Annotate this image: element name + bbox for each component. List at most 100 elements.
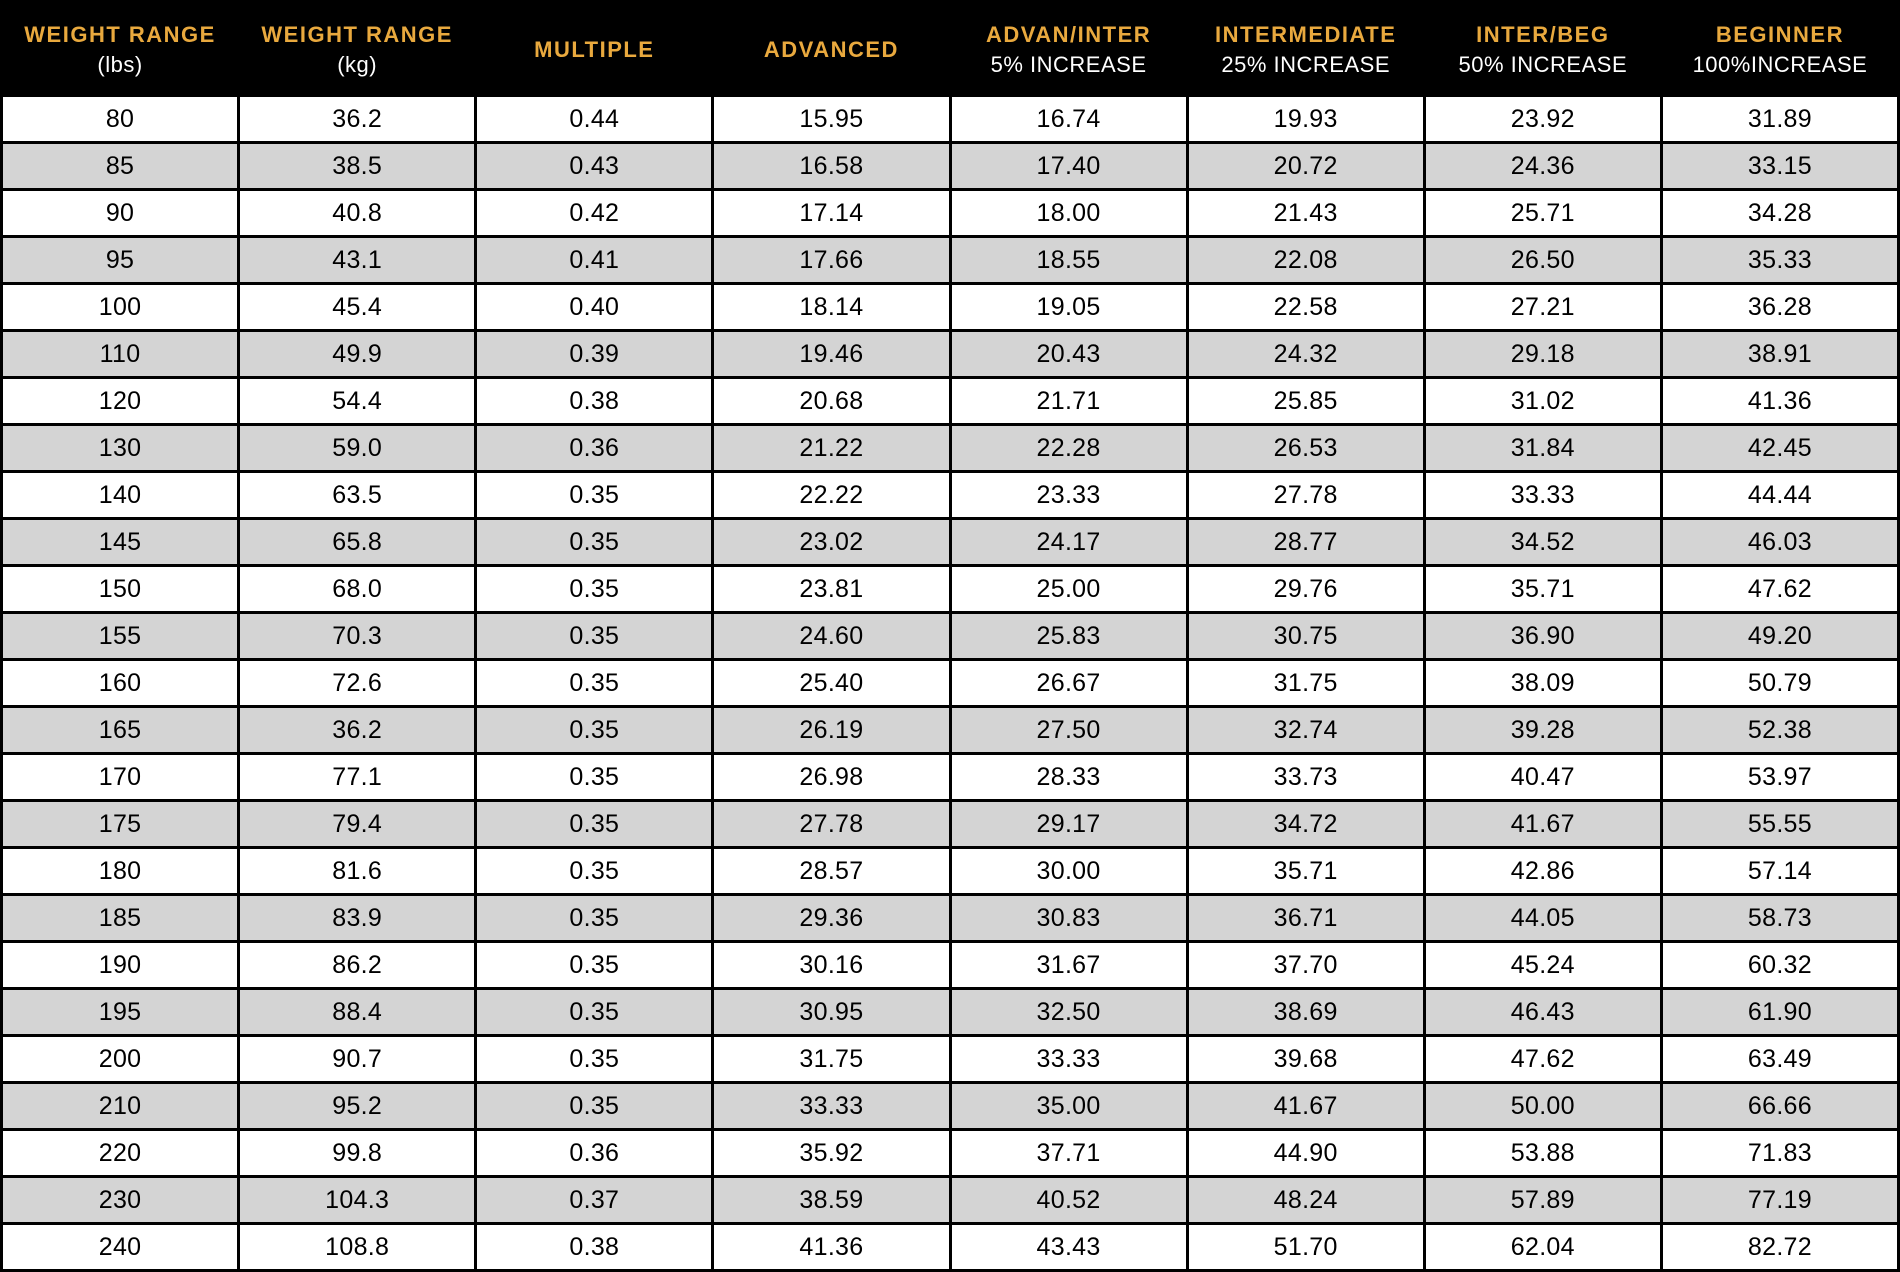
table-row: 16072.60.3525.4026.6731.7538.0950.79 (2, 660, 1899, 707)
table-cell: 38.09 (1424, 660, 1661, 707)
table-cell: 47.62 (1661, 566, 1898, 613)
table-cell: 24.17 (950, 519, 1187, 566)
table-cell: 65.8 (239, 519, 476, 566)
table-row: 14063.50.3522.2223.3327.7833.3344.44 (2, 472, 1899, 519)
column-title: ADVAN/INTER (986, 22, 1151, 47)
table-cell: 15.95 (713, 96, 950, 143)
table-cell: 29.36 (713, 895, 950, 942)
table-cell: 35.33 (1661, 237, 1898, 284)
table-cell: 31.75 (713, 1036, 950, 1083)
table-row: 12054.40.3820.6821.7125.8531.0241.36 (2, 378, 1899, 425)
header-row: WEIGHT RANGE(lbs)WEIGHT RANGE(kg)MULTIPL… (2, 2, 1899, 96)
table-cell: 0.36 (476, 1130, 713, 1177)
table-cell: 30.16 (713, 942, 950, 989)
table-cell: 38.69 (1187, 989, 1424, 1036)
table-cell: 42.45 (1661, 425, 1898, 472)
table-cell: 19.93 (1187, 96, 1424, 143)
table-cell: 63.49 (1661, 1036, 1898, 1083)
table-cell: 57.89 (1424, 1177, 1661, 1224)
table-cell: 66.66 (1661, 1083, 1898, 1130)
table-cell: 49.20 (1661, 613, 1898, 660)
table-cell: 30.75 (1187, 613, 1424, 660)
column-subtitle: (kg) (248, 51, 466, 79)
table-row: 22099.80.3635.9237.7144.9053.8871.83 (2, 1130, 1899, 1177)
table-cell: 0.35 (476, 895, 713, 942)
table-cell: 110 (2, 331, 239, 378)
table-cell: 31.89 (1661, 96, 1898, 143)
table-cell: 83.9 (239, 895, 476, 942)
table-cell: 30.00 (950, 848, 1187, 895)
column-title: INTER/BEG (1476, 22, 1609, 47)
column-subtitle: 25% INCREASE (1197, 51, 1415, 79)
table-cell: 210 (2, 1083, 239, 1130)
column-header-5: INTERMEDIATE25% INCREASE (1187, 2, 1424, 96)
table-cell: 70.3 (239, 613, 476, 660)
table-cell: 95 (2, 237, 239, 284)
table-cell: 52.38 (1661, 707, 1898, 754)
table-cell: 150 (2, 566, 239, 613)
table-cell: 38.59 (713, 1177, 950, 1224)
table-row: 17077.10.3526.9828.3333.7340.4753.97 (2, 754, 1899, 801)
table-cell: 0.42 (476, 190, 713, 237)
table-cell: 30.83 (950, 895, 1187, 942)
table-cell: 31.84 (1424, 425, 1661, 472)
table-cell: 44.05 (1424, 895, 1661, 942)
table-cell: 36.28 (1661, 284, 1898, 331)
table-cell: 40.52 (950, 1177, 1187, 1224)
table-cell: 29.18 (1424, 331, 1661, 378)
table-cell: 26.53 (1187, 425, 1424, 472)
table-cell: 33.33 (713, 1083, 950, 1130)
table-cell: 29.17 (950, 801, 1187, 848)
table-cell: 35.92 (713, 1130, 950, 1177)
table-cell: 140 (2, 472, 239, 519)
column-title: MULTIPLE (534, 37, 654, 62)
table-cell: 200 (2, 1036, 239, 1083)
table-cell: 165 (2, 707, 239, 754)
table-cell: 24.32 (1187, 331, 1424, 378)
table-cell: 43.43 (950, 1224, 1187, 1271)
table-cell: 50.79 (1661, 660, 1898, 707)
table-cell: 0.35 (476, 519, 713, 566)
table-cell: 0.37 (476, 1177, 713, 1224)
table-cell: 18.55 (950, 237, 1187, 284)
table-cell: 35.71 (1187, 848, 1424, 895)
table-cell: 85 (2, 143, 239, 190)
table-cell: 88.4 (239, 989, 476, 1036)
column-header-0: WEIGHT RANGE(lbs) (2, 2, 239, 96)
table-cell: 0.35 (476, 848, 713, 895)
table-cell: 45.4 (239, 284, 476, 331)
table-cell: 0.39 (476, 331, 713, 378)
table-cell: 28.33 (950, 754, 1187, 801)
table-cell: 36.71 (1187, 895, 1424, 942)
table-row: 8036.20.4415.9516.7419.9323.9231.89 (2, 96, 1899, 143)
table-cell: 18.14 (713, 284, 950, 331)
table-cell: 33.15 (1661, 143, 1898, 190)
table-cell: 31.75 (1187, 660, 1424, 707)
table-cell: 230 (2, 1177, 239, 1224)
table-cell: 17.40 (950, 143, 1187, 190)
table-cell: 20.68 (713, 378, 950, 425)
table-cell: 61.90 (1661, 989, 1898, 1036)
table-cell: 100 (2, 284, 239, 331)
table-cell: 36.2 (239, 707, 476, 754)
table-cell: 49.9 (239, 331, 476, 378)
table-cell: 39.28 (1424, 707, 1661, 754)
table-cell: 16.74 (950, 96, 1187, 143)
table-cell: 0.36 (476, 425, 713, 472)
table-cell: 41.67 (1424, 801, 1661, 848)
table-cell: 24.60 (713, 613, 950, 660)
table-cell: 0.35 (476, 1036, 713, 1083)
table-cell: 40.8 (239, 190, 476, 237)
table-cell: 130 (2, 425, 239, 472)
table-cell: 27.50 (950, 707, 1187, 754)
table-cell: 104.3 (239, 1177, 476, 1224)
table-row: 19086.20.3530.1631.6737.7045.2460.32 (2, 942, 1899, 989)
table-cell: 55.55 (1661, 801, 1898, 848)
table-cell: 34.52 (1424, 519, 1661, 566)
table-cell: 22.22 (713, 472, 950, 519)
table-cell: 32.50 (950, 989, 1187, 1036)
table-cell: 33.33 (1424, 472, 1661, 519)
table-cell: 28.77 (1187, 519, 1424, 566)
table-cell: 40.47 (1424, 754, 1661, 801)
table-cell: 0.35 (476, 472, 713, 519)
